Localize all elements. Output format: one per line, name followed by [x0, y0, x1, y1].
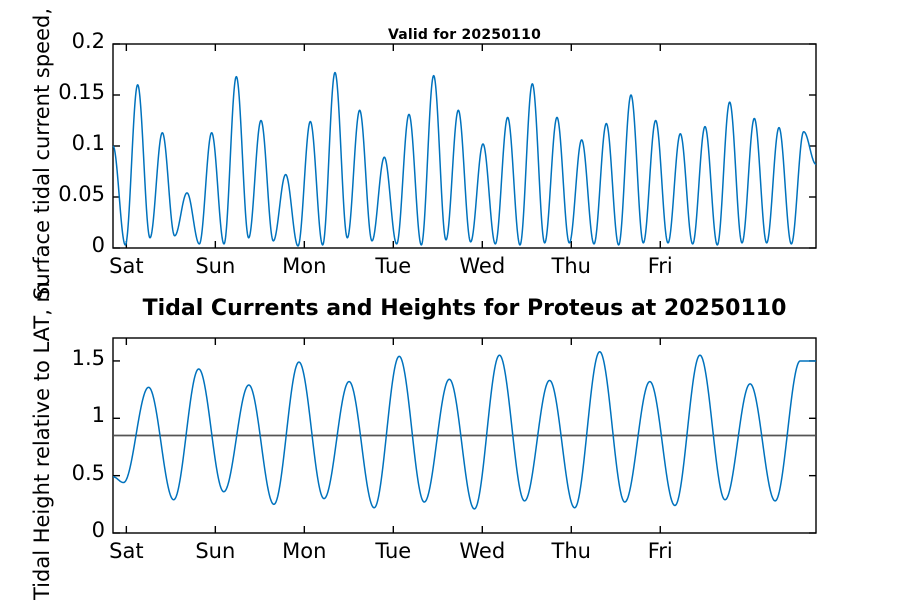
y-tick-label: 0 — [91, 233, 105, 257]
x-tick-label: Sat — [109, 539, 144, 563]
x-tick-label: Fri — [647, 254, 673, 278]
y-tick-label: 0.15 — [58, 80, 105, 104]
chart-tidal-height: Tidal Currents and Heights for Proteus a… — [0, 296, 900, 596]
chart-subtitle: Valid for 20250110 — [387, 27, 542, 43]
x-tick-label: Sun — [195, 539, 236, 563]
x-tick-label: Wed — [459, 254, 506, 278]
x-tick-label: Thu — [551, 539, 591, 563]
x-tick-label: Fri — [647, 539, 673, 563]
y-tick-label: 0.5 — [71, 460, 105, 485]
x-tick-label: Wed — [459, 539, 506, 563]
axes-box — [112, 43, 817, 249]
x-tick-label: Mon — [282, 254, 327, 278]
y-tick-label: 0.1 — [71, 131, 105, 155]
x-tick-label: Sat — [109, 254, 144, 278]
y-tick-label: 0 — [91, 518, 105, 542]
x-tick-label: Sun — [195, 254, 236, 278]
y-tick-label: 0.2 — [71, 29, 105, 53]
y-tick-label: 1.5 — [71, 345, 105, 370]
chart-surface-tidal-current-speed: Valid for 20250110 — [0, 0, 900, 290]
x-tick-label: Tue — [375, 539, 412, 563]
figure-title: Tidal Currents and Heights for Proteus a… — [142, 296, 787, 321]
x-tick-label: Thu — [551, 254, 591, 278]
data-series-line — [112, 351, 817, 510]
y-tick-label: 0.05 — [58, 182, 105, 206]
x-tick-label: Tue — [375, 254, 412, 278]
x-tick-label: Mon — [282, 539, 327, 563]
plot-area-bottom — [112, 337, 817, 534]
data-series-line — [112, 71, 817, 247]
axes-box — [112, 337, 817, 534]
plot-area-top — [112, 43, 817, 249]
y-tick-label: 1 — [91, 403, 105, 428]
